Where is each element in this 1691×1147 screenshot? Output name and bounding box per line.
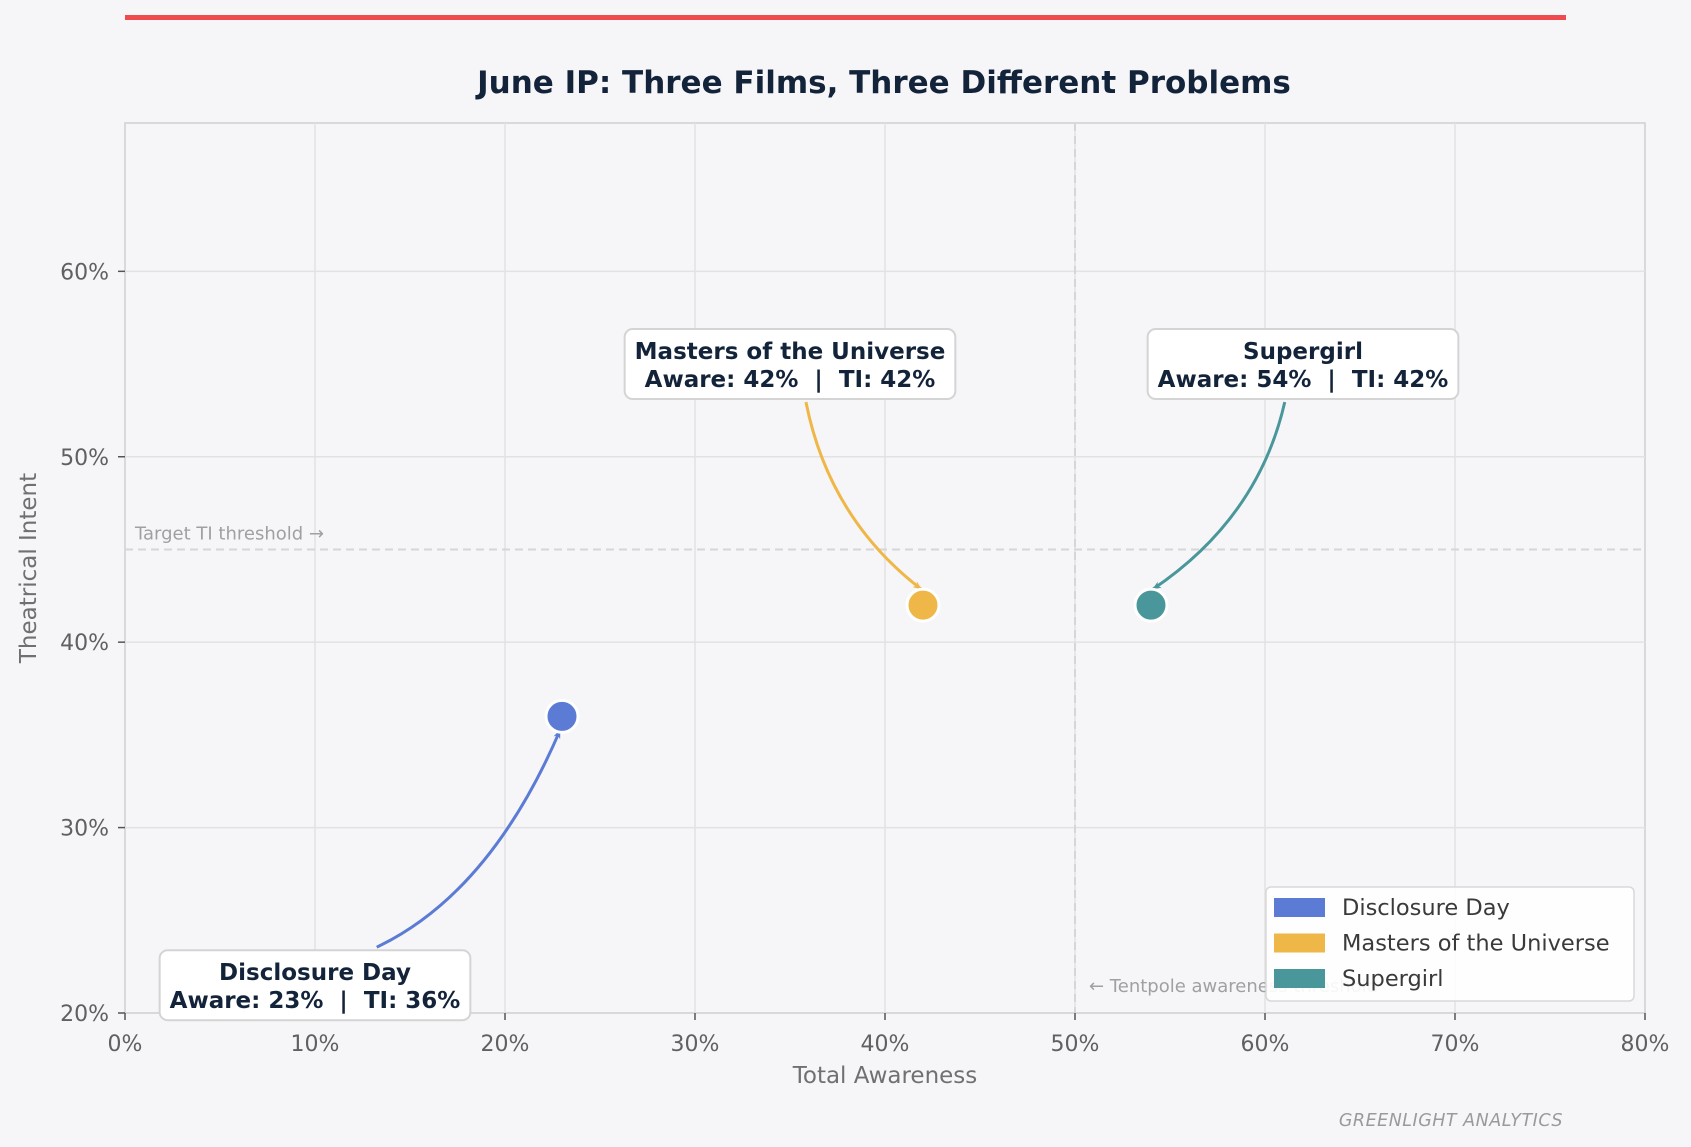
legend-item-disclosure-day: Disclosure Day	[1274, 895, 1510, 921]
point-supergirl	[1133, 587, 1169, 623]
callout-title: Supergirl	[1243, 339, 1363, 365]
callout-box	[1146, 328, 1460, 401]
point-disclosure-day	[544, 698, 580, 734]
callout-detail: Aware: 42% | TI: 42%	[645, 367, 936, 393]
x-tick-label: 80%	[1621, 1032, 1670, 1057]
x-tick-label: 0%	[108, 1032, 143, 1057]
y-axis-label: Theatrical Intent	[16, 473, 42, 664]
x-tick-label: 50%	[1051, 1032, 1100, 1057]
legend-label: Disclosure Day	[1342, 895, 1510, 921]
legend-box	[1265, 886, 1635, 1002]
legend-swatch	[1274, 898, 1325, 917]
y-tick-label: 60%	[60, 260, 109, 285]
brand-footer: GREENLIGHT ANALYTICS	[1339, 1111, 1563, 1131]
callout-title: Disclosure Day	[219, 960, 411, 986]
legend-swatch	[1274, 933, 1325, 953]
callout-arrows	[376, 401, 1287, 949]
point-masters-of-the-universe	[905, 587, 941, 623]
callout-box	[623, 328, 957, 401]
x-tick-label: 30%	[671, 1032, 720, 1057]
arrow-masters-of-the-universe	[804, 401, 922, 591]
legend-item-masters-of-the-universe: Masters of the Universe	[1274, 931, 1610, 957]
x-tick-label: 40%	[861, 1032, 910, 1057]
legend: Disclosure Day Masters of the Universe Sup…	[1265, 886, 1635, 1002]
grid	[125, 123, 1645, 1013]
arrow-supergirl	[1152, 401, 1287, 591]
x-axis-label: Total Awareness	[792, 1063, 978, 1089]
callout-box	[158, 949, 472, 1022]
legend-item-supergirl: Supergirl	[1274, 966, 1444, 992]
y-tick-label: 40%	[60, 631, 109, 656]
chart-title: June IP: Three Films, Three Different Pr…	[475, 65, 1291, 101]
y-axis: 20% 30% 40% 50% 60%	[60, 260, 125, 1027]
x-axis: 0% 10% 20% 30% 40% 50% 60% 70% 80%	[108, 1013, 1670, 1057]
reference-label-ti: Target TI threshold →	[134, 523, 324, 544]
legend-swatch	[1274, 969, 1325, 988]
arrow-disclosure-day	[376, 729, 562, 949]
legend-label: Supergirl	[1342, 966, 1444, 992]
x-tick-label: 60%	[1241, 1032, 1290, 1057]
data-points	[544, 587, 1169, 734]
y-tick-label: 30%	[60, 817, 109, 842]
callout-detail: Aware: 54% | TI: 42%	[1158, 367, 1449, 393]
top-accent-bar	[125, 15, 1566, 20]
x-tick-label: 10%	[291, 1032, 340, 1057]
x-tick-label: 20%	[481, 1032, 530, 1057]
legend-label: Masters of the Universe	[1342, 931, 1610, 957]
y-tick-label: 50%	[60, 446, 109, 471]
y-tick-label: 20%	[60, 1002, 109, 1027]
x-tick-label: 70%	[1431, 1032, 1480, 1057]
callout-detail: Aware: 23% | TI: 36%	[170, 988, 461, 1014]
callout-title: Masters of the Universe	[635, 339, 946, 365]
